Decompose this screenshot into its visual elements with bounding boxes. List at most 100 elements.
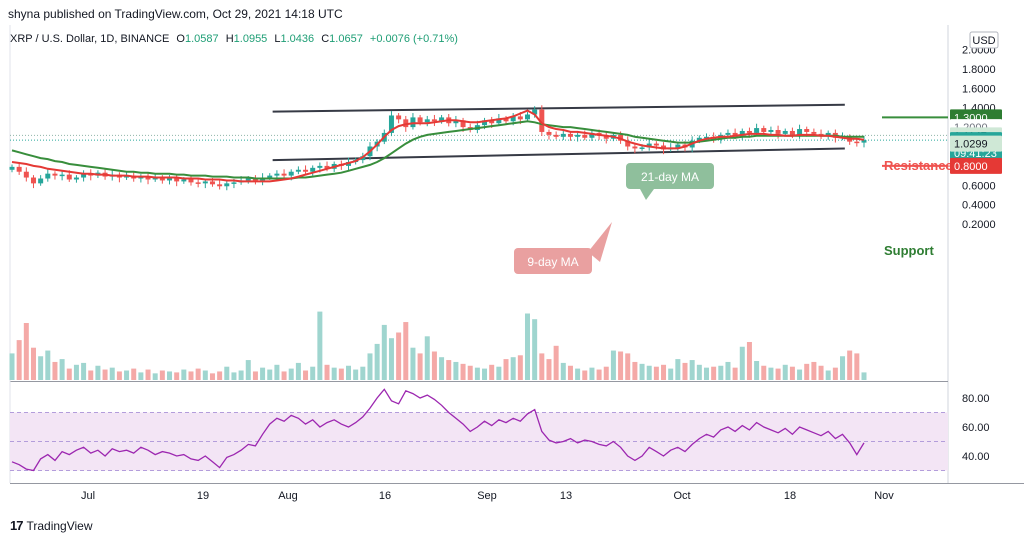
volume-bar: [281, 371, 287, 380]
volume-bar: [739, 346, 745, 380]
symbol-label[interactable]: XRP / U.S. Dollar, 1D, BINANCE: [10, 33, 170, 45]
volume-bar: [689, 360, 695, 380]
channel-lines: [10, 103, 948, 167]
volume-bar: [346, 365, 352, 380]
candle-body: [388, 115, 394, 133]
volume-bar: [696, 364, 702, 380]
candle-body: [30, 177, 36, 184]
volume-bar: [288, 368, 294, 380]
volume-bar: [582, 370, 588, 380]
high-value: 1.0955: [233, 33, 268, 45]
low-value: 1.0436: [280, 33, 315, 45]
volume-bar: [109, 367, 115, 380]
volume-bar: [224, 366, 230, 380]
volume-bar: [675, 359, 681, 380]
time-axis: Jul 19 Aug 16 Sep 13 Oct 18 Nov: [81, 490, 894, 502]
volume-bar: [818, 365, 824, 380]
price-tick-label: 0.6000: [962, 180, 996, 192]
volume-bar: [124, 370, 130, 380]
volume-bar: [732, 367, 738, 380]
candle-body: [217, 184, 223, 187]
candle-body: [453, 120, 459, 124]
candle-body: [560, 133, 566, 137]
price-tag-label: 0.8000: [954, 161, 988, 173]
volume-bar: [353, 369, 359, 380]
candle-body: [317, 165, 323, 168]
volume-bar: [632, 361, 638, 380]
volume-bar: [195, 368, 201, 380]
candle-body: [854, 141, 860, 144]
candle-body: [145, 176, 151, 180]
volume-bar: [209, 373, 215, 380]
ma9-callout-box: [514, 248, 592, 274]
brand-name[interactable]: TradingView: [26, 518, 93, 533]
volume-bar: [174, 372, 180, 380]
candle-body: [23, 171, 29, 178]
price-tag-label: 1.0299: [954, 139, 988, 151]
volume-bar: [517, 355, 523, 380]
candle-body: [181, 179, 187, 182]
candle-body: [582, 134, 588, 138]
candle-body: [460, 120, 466, 128]
volume-bar: [267, 369, 273, 380]
tradingview-logo[interactable]: 17: [10, 518, 24, 533]
candle-body: [303, 169, 309, 172]
volume-bar: [131, 368, 137, 380]
volume-bar: [260, 367, 266, 380]
volume-bar: [9, 353, 15, 380]
currency-badge: [969, 31, 999, 49]
candle-body: [267, 175, 273, 178]
volume-bar: [510, 357, 516, 380]
candle-body: [9, 166, 15, 170]
candle-body: [746, 130, 752, 133]
ma21-callout-label: 21-day MA: [641, 170, 699, 184]
time-tick-label: 13: [560, 490, 572, 502]
candle-body: [761, 128, 767, 132]
time-tick-label: Aug: [278, 490, 298, 502]
volume-bar: [145, 369, 151, 380]
volume-bar: [317, 311, 323, 380]
volume-bar: [775, 368, 781, 380]
rsi-line: [11, 388, 865, 472]
candle-body: [825, 132, 831, 136]
candle-body: [224, 183, 230, 187]
volume-bar: [374, 343, 380, 380]
volume-bar: [553, 345, 559, 380]
candle-body: [38, 178, 44, 184]
candle-body: [567, 133, 573, 137]
candle-body: [797, 129, 803, 135]
candle-body: [782, 130, 788, 134]
candle-body: [503, 118, 509, 122]
candle-body: [603, 135, 609, 139]
candle-body: [59, 174, 65, 177]
candle-body: [510, 116, 516, 122]
price-tick-label: 1.6000: [962, 83, 996, 95]
ma21-callout-box: [626, 163, 714, 189]
ohlc-legend: XRP / U.S. Dollar, 1D, BINANCE O1.0587 H…: [10, 33, 458, 45]
volume-bar: [603, 366, 609, 380]
volume-bars: [9, 311, 867, 380]
resistance-label: Resistance: [884, 158, 953, 173]
footer-brand: 17 TradingView: [10, 518, 93, 533]
volume-bar: [539, 353, 545, 380]
candle-body: [245, 178, 251, 181]
candle-body: [789, 130, 795, 135]
candle-body: [496, 118, 502, 124]
volume-bar: [804, 363, 810, 380]
ma9-line: [11, 109, 865, 183]
moving-averages: [11, 109, 865, 183]
volume-bar: [625, 353, 631, 380]
candle-body: [295, 169, 301, 172]
volume-bar: [152, 373, 158, 380]
volume-bar: [45, 350, 51, 380]
volume-bar: [252, 371, 258, 380]
volume-bar: [761, 365, 767, 380]
volume-bar: [396, 332, 402, 380]
volume-bar: [496, 366, 502, 380]
volume-bar: [217, 371, 223, 380]
volume-bar: [754, 361, 760, 380]
volume-bar: [38, 356, 44, 380]
publisher-line: shyna published on TradingView.com, Oct …: [8, 7, 343, 21]
volume-bar: [238, 370, 244, 380]
